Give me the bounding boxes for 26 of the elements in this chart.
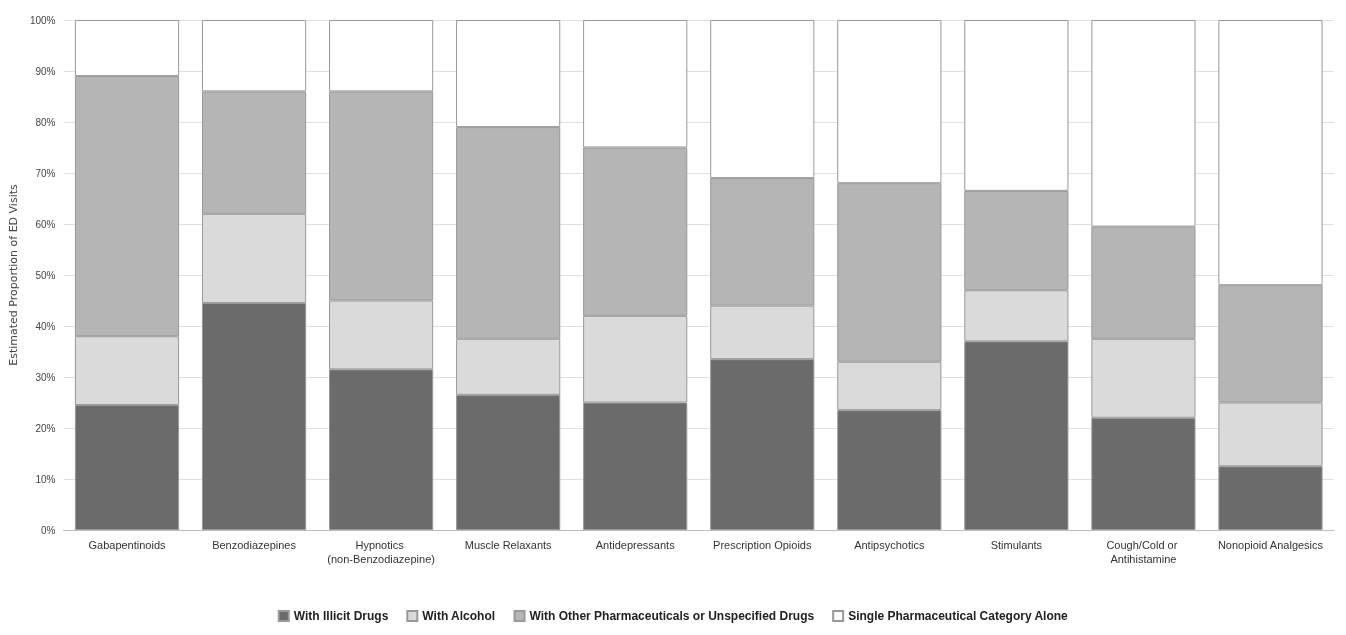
x-tick-label: Prescription Opioids — [713, 539, 812, 551]
y-axis-title: Estimated Proportion of ED Visits — [7, 183, 20, 366]
y-tick-label: 50% — [35, 269, 56, 281]
legend-label: With Alcohol — [422, 609, 496, 623]
legend-label: With Illicit Drugs — [293, 609, 389, 623]
x-tick-label: Muscle Relaxants — [464, 539, 553, 551]
x-tick-label: Hypnotics (non-Benzodiazepine) — [327, 539, 435, 565]
legend-label: Single Pharmaceutical Category Alone — [848, 609, 1069, 623]
x-tick-label: Nonopioid Analgesics — [1217, 539, 1324, 551]
y-tick-label: 90% — [35, 65, 56, 77]
y-tick-label: 70% — [35, 167, 56, 179]
x-tick-label: Gabapentinoids — [88, 539, 167, 551]
x-tick-label: Antidepressants — [595, 539, 676, 551]
x-tick-label: Benzodiazepines — [212, 539, 297, 551]
y-tick-label: 60% — [35, 218, 56, 230]
y-tick-label: 20% — [35, 422, 56, 434]
legend-label: With Other Pharmaceuticals or Unspecified Drugs — [529, 609, 815, 623]
x-tick-label: Cough/Cold or Antihistamine — [1106, 539, 1181, 565]
x-tick-label: Antipsychotics — [854, 539, 925, 551]
y-tick-label: 80% — [35, 116, 56, 128]
y-tick-label: 40% — [35, 320, 56, 332]
y-tick-label: 100% — [29, 14, 56, 26]
y-tick-label: 10% — [35, 473, 56, 485]
x-tick-label: Stimulants — [990, 539, 1043, 551]
y-tick-label: 30% — [35, 371, 56, 383]
y-tick-label: 0% — [41, 524, 56, 536]
